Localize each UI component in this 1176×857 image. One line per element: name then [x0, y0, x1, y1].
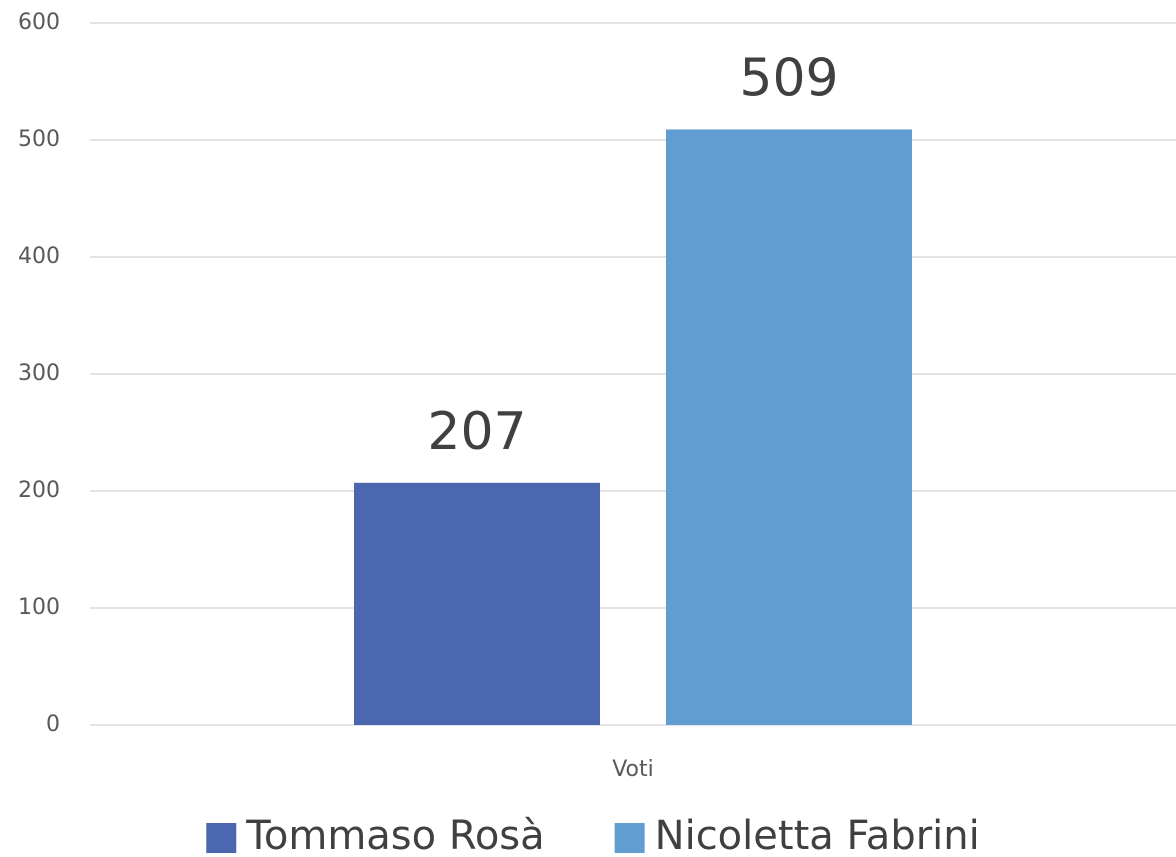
legend-label: Tommaso Rosà — [245, 813, 544, 857]
data-label: 509 — [739, 48, 838, 108]
legend-swatch — [614, 823, 645, 853]
bar — [666, 129, 912, 726]
y-tick-label: 200 — [18, 478, 60, 503]
bar — [354, 482, 600, 725]
legend-swatch — [206, 823, 237, 853]
y-tick-label: 100 — [18, 595, 60, 620]
y-tick-label: 500 — [18, 127, 60, 152]
legend-label: Nicoletta Fabrini — [655, 813, 980, 857]
data-label: 207 — [427, 402, 526, 462]
y-tick-label: 400 — [18, 244, 60, 269]
x-tick-label: Voti — [612, 757, 654, 782]
y-tick-label: 600 — [18, 10, 60, 35]
y-tick-label: 0 — [46, 712, 60, 737]
y-tick-label: 300 — [18, 361, 60, 386]
